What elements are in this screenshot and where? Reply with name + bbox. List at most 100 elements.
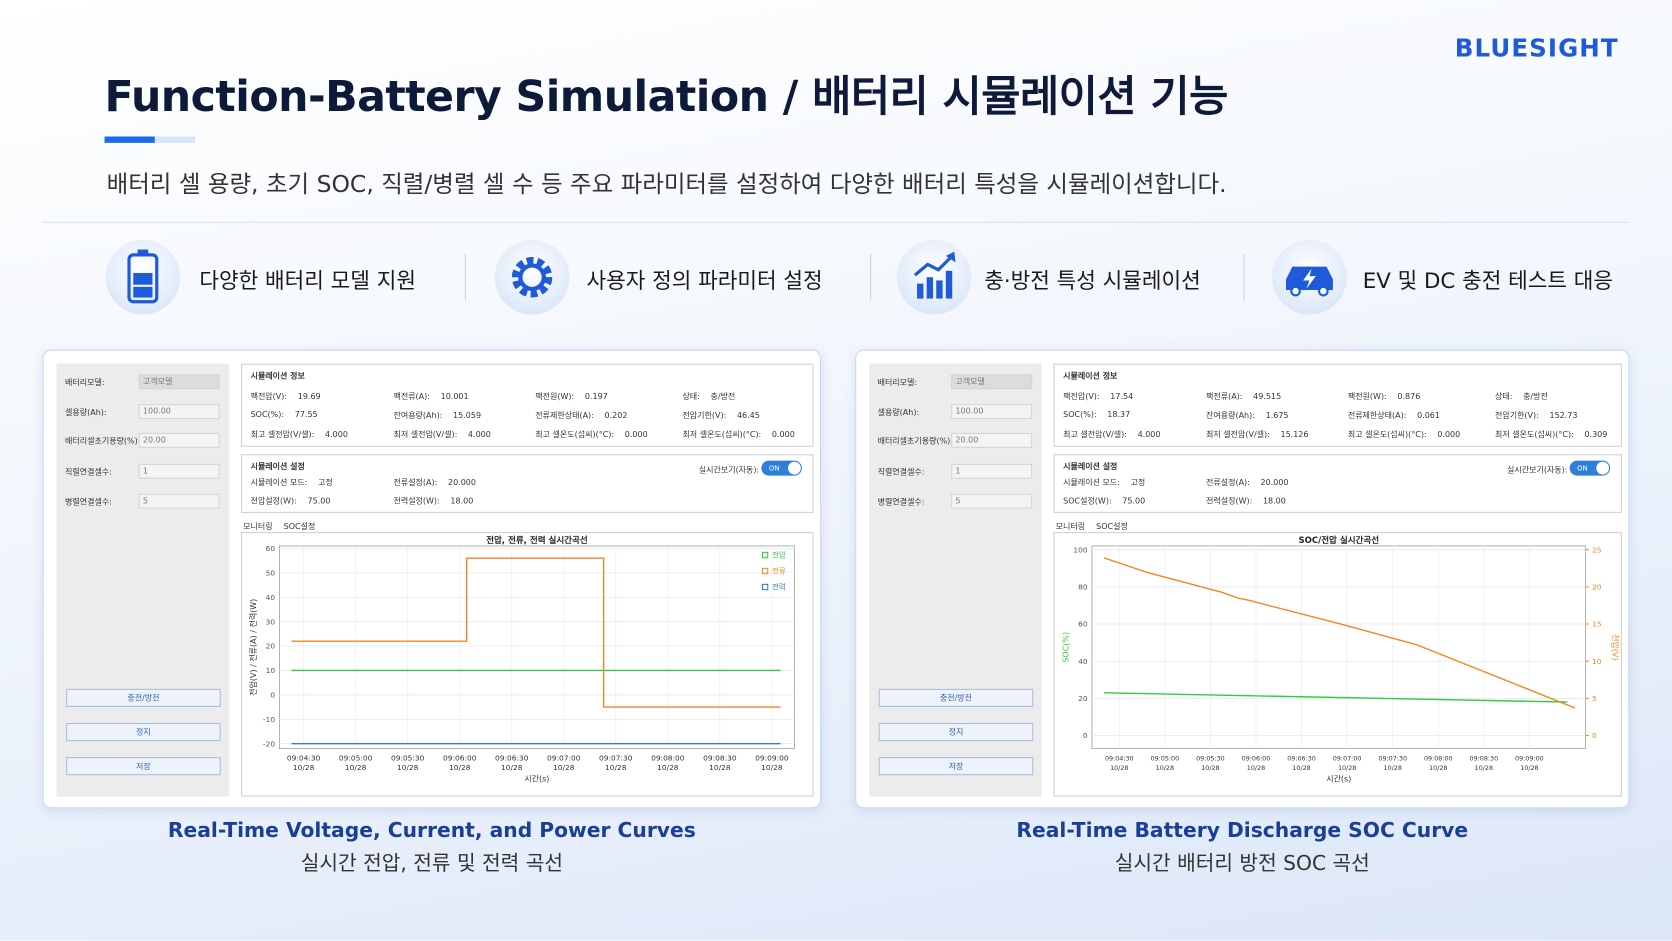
setting-value: 18.00	[1262, 495, 1286, 506]
y-axis-label: SOC(%)	[1061, 632, 1070, 663]
setting-label: 시뮬레이션 모드:	[250, 477, 308, 488]
info-label: 최저 셀전압(V/셀):	[1206, 429, 1270, 440]
setting-value: 75.00	[1122, 495, 1146, 506]
info-item: 전류제한상태(A): 0.202	[535, 409, 627, 421]
chart-title: SOC/전압 실시간곡선	[1299, 535, 1380, 546]
x-tick-date: 10/28	[605, 763, 627, 772]
info-value: 0.309	[1584, 429, 1608, 440]
legend-label: 전류	[772, 566, 786, 576]
x-tick-label: 09:04:30	[287, 753, 321, 762]
sidebar: 배터리모델: 고객모델 셀용량(Ah): 100.00 배터리셀초기용량(%): 20.0…	[869, 363, 1042, 797]
x-tick-label: 09:08:00	[651, 753, 685, 762]
field-value[interactable]: 고객모델	[951, 374, 1033, 390]
info-item: 최저 셀전압(V/셀): 15.126	[1206, 429, 1308, 441]
info-item: 상태: 충/방전	[682, 390, 735, 402]
info-item: 잔여용량(Ah): 1.675	[1206, 409, 1288, 421]
sidebar-button[interactable]: 정지	[878, 722, 1034, 742]
info-item: 팩전류(A): 49.515	[1206, 390, 1281, 402]
field-value[interactable]: 고객모델	[138, 374, 220, 390]
y2-tick-label: 5	[1592, 694, 1597, 703]
x-tick-date: 10/28	[293, 763, 315, 772]
info-item: 최저 셀온도(섭씨)(°C): 0.309	[1495, 429, 1607, 441]
info-value: 0.000	[624, 429, 648, 440]
x-tick-label: 09:05:00	[1151, 754, 1180, 762]
info-item: 잔여용량(Ah): 15.059	[393, 409, 481, 421]
field-value: 1	[138, 463, 220, 479]
sidebar-button[interactable]: 저장	[878, 757, 1034, 776]
y2-tick-label: 25	[1592, 545, 1602, 554]
x-tick-date: 10/28	[1247, 764, 1265, 772]
feature-label: 사용자 정의 파라미터 설정	[586, 267, 823, 294]
info-value: 152.73	[1549, 410, 1578, 421]
field-label: 셀용량(Ah):	[65, 407, 107, 417]
info-label: 잔여용량(Ah):	[1206, 410, 1255, 421]
settings-box: 시뮬레이션 설정 실시간보기(자동): ON 시뮬레이션 모드: 고정 전류설정(A): 2…	[240, 454, 814, 513]
y-tick-label: 20	[1078, 694, 1088, 703]
x-tick-label: 09:05:00	[339, 753, 373, 762]
setting-value: 20.000	[1260, 477, 1289, 488]
info-label: 팩전원(W):	[535, 391, 575, 401]
tab[interactable]: 모니터링	[1055, 521, 1086, 532]
info-value: 17.54	[1110, 391, 1134, 401]
feature-separator	[1243, 253, 1245, 301]
x-tick-date: 10/28	[657, 763, 679, 772]
field-label: 배터리모델:	[65, 377, 105, 388]
field-value: 5	[951, 493, 1033, 509]
setting-item: 전류설정(A): 20.000	[393, 477, 475, 489]
sidebar-button[interactable]: 충전/방전	[66, 688, 221, 707]
x-tick-date: 10/28	[345, 763, 367, 772]
info-value: 0.197	[584, 391, 608, 401]
caption-subtitle: 실시간 배터리 방전 SOC 곡선	[1114, 851, 1370, 876]
x-tick-date: 10/28	[709, 763, 731, 772]
info-value: 15.059	[453, 410, 482, 421]
x-tick-date: 10/28	[449, 763, 471, 772]
x-axis-label: 시간(s)	[524, 774, 549, 784]
setting-label: SOC설정(W):	[1063, 495, 1112, 506]
info-value: 4.000	[1137, 429, 1161, 440]
info-value: 49.515	[1253, 391, 1282, 401]
info-value: 0.061	[1417, 410, 1440, 421]
info-label: 팩전압(V):	[1063, 391, 1100, 401]
feature-icons	[105, 239, 1347, 315]
info-item: 최고 셀온도(섭씨)(°C): 0.000	[535, 429, 647, 441]
toggle-knob	[788, 461, 801, 475]
info-value: 10.001	[440, 391, 469, 401]
y-tick-label: 60	[1078, 620, 1088, 629]
x-tick-label: 09:04:30	[1105, 754, 1134, 762]
settings-box: 시뮬레이션 설정 실시간보기(자동): ON 시뮬레이션 모드: 고정 전류설정(A): 2…	[1053, 454, 1622, 513]
x-tick-label: 09:08:30	[703, 753, 737, 762]
info-item: 전압기한(V): 152.73	[1495, 409, 1577, 421]
sidebar-button[interactable]: 저장	[66, 757, 221, 776]
chart-title: 전압, 전류, 전력 실시간곡선	[486, 535, 588, 546]
feature-label: EV 및 DC 충전 테스트 대응	[1362, 267, 1614, 294]
y-tick-label: 100	[1073, 545, 1087, 554]
info-box: 시뮬레이션 정보 팩전압(V): 19.69 팩전류(A): 10.001 팩전원(W):…	[240, 363, 814, 447]
info-label: 팩전류(A):	[393, 391, 430, 401]
setting-label: 전류설정(A):	[1206, 477, 1250, 488]
tab[interactable]: SOC설정	[283, 521, 316, 532]
x-tick-label: 09:09:00	[755, 753, 789, 762]
field-value: 1	[951, 463, 1033, 479]
x-tick-label: 09:07:00	[547, 753, 581, 762]
x-tick-label: 09:05:30	[391, 753, 425, 762]
info-value: 충/방전	[710, 391, 736, 401]
x-tick-label: 09:06:00	[1242, 754, 1271, 762]
section-title: 시뮬레이션 설정	[1063, 461, 1118, 472]
info-item: 팩전류(A): 10.001	[393, 390, 468, 402]
sidebar-button[interactable]: 충전/방전	[878, 688, 1034, 707]
setting-label: 전력설정(W):	[1206, 495, 1253, 506]
info-label: SOC(%):	[250, 409, 285, 420]
caption-title: Real-Time Voltage, Current, and Power Cu…	[167, 818, 696, 843]
x-tick-label: 09:05:30	[1196, 754, 1225, 762]
info-value: 0.000	[771, 429, 795, 440]
tab[interactable]: 모니터링	[243, 521, 273, 532]
tab[interactable]: SOC설정	[1096, 521, 1128, 532]
y-tick-label: 60	[266, 544, 276, 553]
info-value: 1.675	[1265, 410, 1289, 421]
slide-title: Function-Battery Simulation / 배터리 시뮬레이션 …	[104, 72, 1229, 122]
toggle-knob	[1596, 461, 1610, 475]
sidebar-button[interactable]: 정지	[66, 722, 221, 742]
chart-box: SOC/전압 실시간곡선 0 20 40 60 80 100 0 5 10 15 20 25 09:04:…	[1053, 532, 1622, 797]
setting-label: 전압설정(W):	[250, 495, 297, 506]
ev-icon	[1272, 239, 1347, 315]
